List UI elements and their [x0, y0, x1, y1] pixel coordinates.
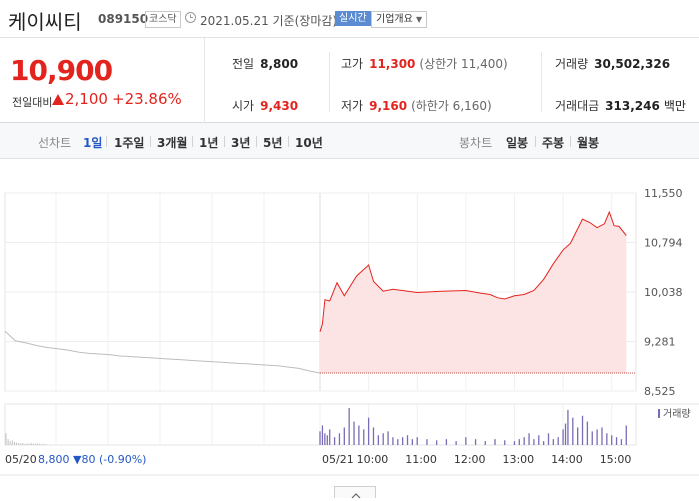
change-label: 전일대비	[12, 96, 53, 109]
volume: 거래량 30,502,326	[555, 55, 670, 72]
up-arrow-icon	[52, 94, 64, 105]
change-value: 2,100	[65, 90, 108, 108]
x-tick-label: 15:00	[600, 453, 632, 466]
tab-divider	[150, 136, 151, 147]
prev-value: 8,800	[260, 57, 299, 71]
x-tick-label: 11:00	[405, 453, 437, 466]
open-value: 9,430	[260, 99, 299, 113]
volume-value: 30,502,326	[594, 57, 671, 71]
basis-text: 기준(장마감)	[272, 14, 338, 28]
lower-limit: (하한가 6,160)	[411, 99, 492, 113]
tab-10year[interactable]: 10년	[295, 136, 323, 150]
amount-label: 거래대금	[555, 99, 600, 113]
upper-limit: (상한가 11,400)	[419, 57, 508, 71]
x-tick-label: 12:00	[454, 453, 486, 466]
tab-monthly-candle[interactable]: 월봉	[577, 136, 600, 150]
x-tick-label: 05/21	[322, 453, 354, 466]
tab-divider	[192, 136, 193, 147]
low-price: 저가 9,160 (하한가 6,160)	[341, 97, 492, 114]
basis-date: 2021.05.21 기준(장마감)	[200, 12, 337, 29]
legend-swatch	[658, 409, 660, 418]
amount-value: 313,246	[605, 99, 660, 113]
y-tick-label: 10,038	[644, 286, 683, 299]
series-prev-day	[4, 330, 321, 374]
tab-1week[interactable]: 1주일	[114, 136, 145, 150]
tab-1year[interactable]: 1년	[199, 136, 219, 150]
intraday-chart: 11,550 10,794 10,038 9,281 8,525 거래량 05/21 10:0…	[0, 160, 699, 501]
tab-1day[interactable]: 1일	[83, 136, 103, 150]
high-price: 고가 11,300 (상한가 11,400)	[341, 55, 508, 72]
realtime-button[interactable]: 실시간	[335, 11, 371, 26]
tab-daily-candle[interactable]: 일봉	[506, 136, 529, 150]
trade-amount: 거래대금 313,246 백만	[555, 97, 686, 114]
low-value: 9,160	[369, 99, 408, 113]
y-tick-label: 10,794	[644, 236, 683, 249]
tab-divider	[224, 136, 225, 147]
tab-divider	[106, 136, 107, 147]
x-tick-label: 13:00	[502, 453, 534, 466]
stock-code: 089150	[98, 12, 149, 26]
change-percent: +23.86%	[112, 90, 182, 108]
tab-weekly-candle[interactable]: 주봉	[542, 136, 565, 150]
open-price: 시가 9,430	[232, 97, 298, 114]
divider	[541, 52, 542, 112]
x-tick-label: 10:00	[357, 453, 389, 466]
tab-3year[interactable]: 3년	[231, 136, 251, 150]
chart-collapse-button[interactable]	[334, 486, 376, 499]
clock-icon	[185, 12, 196, 23]
legend-volume: 거래량	[663, 408, 691, 420]
chart-svg: 11,550 10,794 10,038 9,281 8,525 거래량 05/21 10:0…	[0, 187, 699, 476]
stock-name: 케이씨티	[8, 10, 82, 34]
candle-chart-label: 봉차트	[459, 136, 493, 150]
line-chart-label: 선차트	[38, 136, 72, 150]
current-price-panel: 10,900 전일대비 2,100 +23.86%	[0, 38, 205, 123]
series-today-area	[320, 212, 627, 373]
tab-divider	[288, 136, 289, 147]
tab-5year[interactable]: 5년	[263, 136, 283, 150]
divider	[329, 52, 330, 112]
y-tick-label: 11,550	[644, 187, 683, 200]
amount-unit: 백만	[663, 99, 686, 113]
tab-divider	[535, 136, 536, 147]
market-badge: 코스닥	[145, 11, 181, 28]
high-value: 11,300	[369, 57, 416, 71]
company-info-button[interactable]: 기업개요 ▼	[371, 11, 428, 28]
chevron-down-icon: ▼	[416, 15, 423, 24]
date-text: 2021.05.21	[200, 14, 269, 28]
low-label: 저가	[341, 99, 364, 113]
x-tick-label-prev: 05/20	[5, 453, 37, 466]
prev-day-note: 8,800 ▼80 (-0.90%)	[38, 453, 146, 466]
prev-close: 전일 8,800	[232, 55, 298, 72]
price-change: 2,100	[52, 90, 108, 108]
series-today	[319, 210, 627, 332]
x-tick-label: 14:00	[551, 453, 583, 466]
company-info-label: 기업개요	[376, 14, 413, 25]
y-tick-label: 9,281	[644, 336, 676, 349]
current-price: 10,900	[10, 54, 113, 87]
volume-label: 거래량	[555, 57, 589, 71]
prev-label: 전일	[232, 57, 255, 71]
chevron-up-icon	[351, 493, 361, 499]
stock-header: 케이씨티 089150 코스닥 2021.05.21 기준(장마감) 실시간 기…	[0, 0, 699, 38]
tab-divider	[570, 136, 571, 147]
tab-3month[interactable]: 3개월	[157, 136, 188, 150]
open-label: 시가	[232, 99, 255, 113]
high-label: 고가	[341, 57, 364, 71]
y-tick-label: 8,525	[644, 385, 676, 398]
chart-period-tabs: 선차트 1일 1주일 3개월 1년 3년 5년 10년 봉차트 일봉 주봉 월봉	[0, 123, 699, 159]
tab-divider	[256, 136, 257, 147]
price-summary: 10,900 전일대비 2,100 +23.86% 전일 8,800 시가 9,43…	[0, 38, 699, 123]
